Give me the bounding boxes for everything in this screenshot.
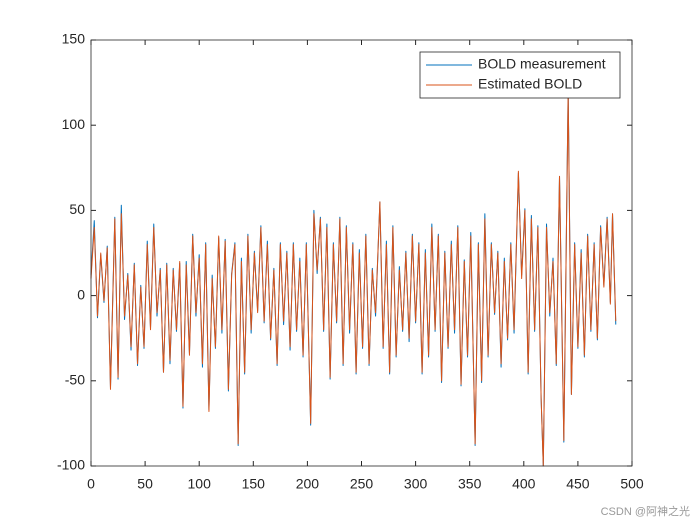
x-tick-label: 450 [566, 476, 590, 492]
plot-frame [90, 39, 633, 467]
x-tick-label: 400 [512, 476, 536, 492]
watermark: CSDN @阿神之光 [601, 504, 690, 518]
legend-label: Estimated BOLD [478, 76, 582, 92]
x-tick-label: 50 [137, 476, 153, 492]
legend-label: BOLD measurement [478, 56, 606, 72]
legend-box [419, 51, 621, 99]
x-tick-label: 150 [242, 476, 266, 492]
y-tick-label: -100 [57, 457, 85, 473]
y-tick-label: 150 [62, 31, 86, 47]
y-tick-label: 100 [62, 116, 86, 132]
x-tick-label: 500 [620, 476, 644, 492]
y-tick-label: 50 [69, 201, 85, 217]
line-series [90, 90, 617, 467]
y-tick-label: -50 [65, 372, 85, 388]
x-tick-label: 350 [458, 476, 482, 492]
y-tick-label: 0 [77, 286, 85, 302]
x-tick-label: 100 [188, 476, 212, 492]
x-tick-label: 250 [350, 476, 374, 492]
x-tick-label: 200 [296, 476, 320, 492]
x-tick-label: 300 [404, 476, 428, 492]
x-tick-label: 0 [87, 476, 95, 492]
